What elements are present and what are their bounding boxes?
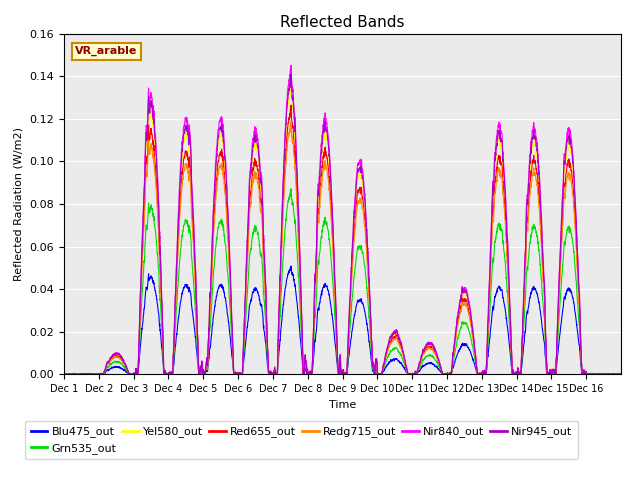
Line: Nir945_out: Nir945_out xyxy=(64,74,621,374)
Nir840_out xyxy=(617,371,625,377)
Redg715_out xyxy=(60,372,68,377)
Nir840_out xyxy=(542,335,550,341)
Yel580_out xyxy=(287,81,295,87)
Nir840_out xyxy=(60,372,68,377)
Nir840_out xyxy=(287,62,295,68)
Title: Reflected Bands: Reflected Bands xyxy=(280,15,404,30)
Grn535_out xyxy=(116,360,124,365)
Nir840_out xyxy=(60,372,68,377)
Nir840_out xyxy=(511,372,518,377)
Blu475_out xyxy=(609,372,617,377)
Blu475_out xyxy=(116,365,124,371)
Nir840_out xyxy=(236,372,244,377)
Redg715_out xyxy=(236,371,244,377)
Nir945_out xyxy=(236,370,244,375)
Grn535_out xyxy=(376,372,384,377)
Grn535_out xyxy=(510,371,518,377)
Nir840_out xyxy=(376,372,384,377)
Blu475_out xyxy=(60,372,68,377)
Red655_out xyxy=(510,372,518,377)
Redg715_out xyxy=(617,372,625,377)
Nir840_out xyxy=(116,352,124,358)
Blu475_out xyxy=(542,360,550,365)
Grn535_out xyxy=(609,371,617,377)
Nir945_out xyxy=(617,372,625,377)
Text: VR_arable: VR_arable xyxy=(75,46,138,56)
Red655_out xyxy=(542,336,550,342)
Blu475_out xyxy=(376,372,384,377)
Yel580_out xyxy=(542,337,550,343)
Grn535_out xyxy=(617,372,625,377)
Redg715_out xyxy=(609,372,617,377)
Blu475_out xyxy=(287,263,295,269)
Grn535_out xyxy=(542,347,550,353)
Redg715_out xyxy=(376,372,384,377)
Redg715_out xyxy=(116,356,124,362)
Nir945_out xyxy=(510,372,518,377)
Blu475_out xyxy=(511,372,518,377)
Nir945_out xyxy=(60,372,68,377)
Red655_out xyxy=(236,372,244,377)
Line: Blu475_out: Blu475_out xyxy=(64,266,621,374)
Red655_out xyxy=(617,372,625,377)
Redg715_out xyxy=(510,371,518,377)
Redg715_out xyxy=(287,119,295,124)
Yel580_out xyxy=(236,372,244,377)
Nir945_out xyxy=(542,332,550,337)
Grn535_out xyxy=(287,186,295,192)
Line: Redg715_out: Redg715_out xyxy=(64,121,621,374)
Redg715_out xyxy=(542,338,550,344)
Nir945_out xyxy=(287,71,295,77)
Nir945_out xyxy=(609,371,617,376)
Blu475_out xyxy=(617,371,625,377)
Line: Red655_out: Red655_out xyxy=(64,105,621,374)
Red655_out xyxy=(609,371,617,377)
Blu475_out xyxy=(236,372,244,377)
Yel580_out xyxy=(60,372,68,377)
Line: Nir840_out: Nir840_out xyxy=(64,65,621,374)
Yel580_out xyxy=(61,372,68,377)
Nir945_out xyxy=(376,372,384,377)
Line: Grn535_out: Grn535_out xyxy=(64,189,621,374)
Yel580_out xyxy=(617,371,625,377)
Red655_out xyxy=(287,102,295,108)
Yel580_out xyxy=(609,371,617,377)
Nir840_out xyxy=(609,371,617,377)
Blu475_out xyxy=(60,372,68,377)
Red655_out xyxy=(116,354,124,360)
Line: Yel580_out: Yel580_out xyxy=(64,84,621,374)
Yel580_out xyxy=(376,372,384,377)
X-axis label: Time: Time xyxy=(329,400,356,409)
Yel580_out xyxy=(511,372,518,377)
Legend: Blu475_out, Grn535_out, Yel580_out, Red655_out, Redg715_out, Nir840_out, Nir945_: Blu475_out, Grn535_out, Yel580_out, Red6… xyxy=(25,421,578,459)
Nir945_out xyxy=(116,351,124,357)
Y-axis label: Reflected Radiation (W/m2): Reflected Radiation (W/m2) xyxy=(14,127,24,281)
Yel580_out xyxy=(116,354,124,360)
Grn535_out xyxy=(60,372,68,377)
Red655_out xyxy=(60,372,68,377)
Red655_out xyxy=(376,372,384,377)
Grn535_out xyxy=(236,371,244,376)
